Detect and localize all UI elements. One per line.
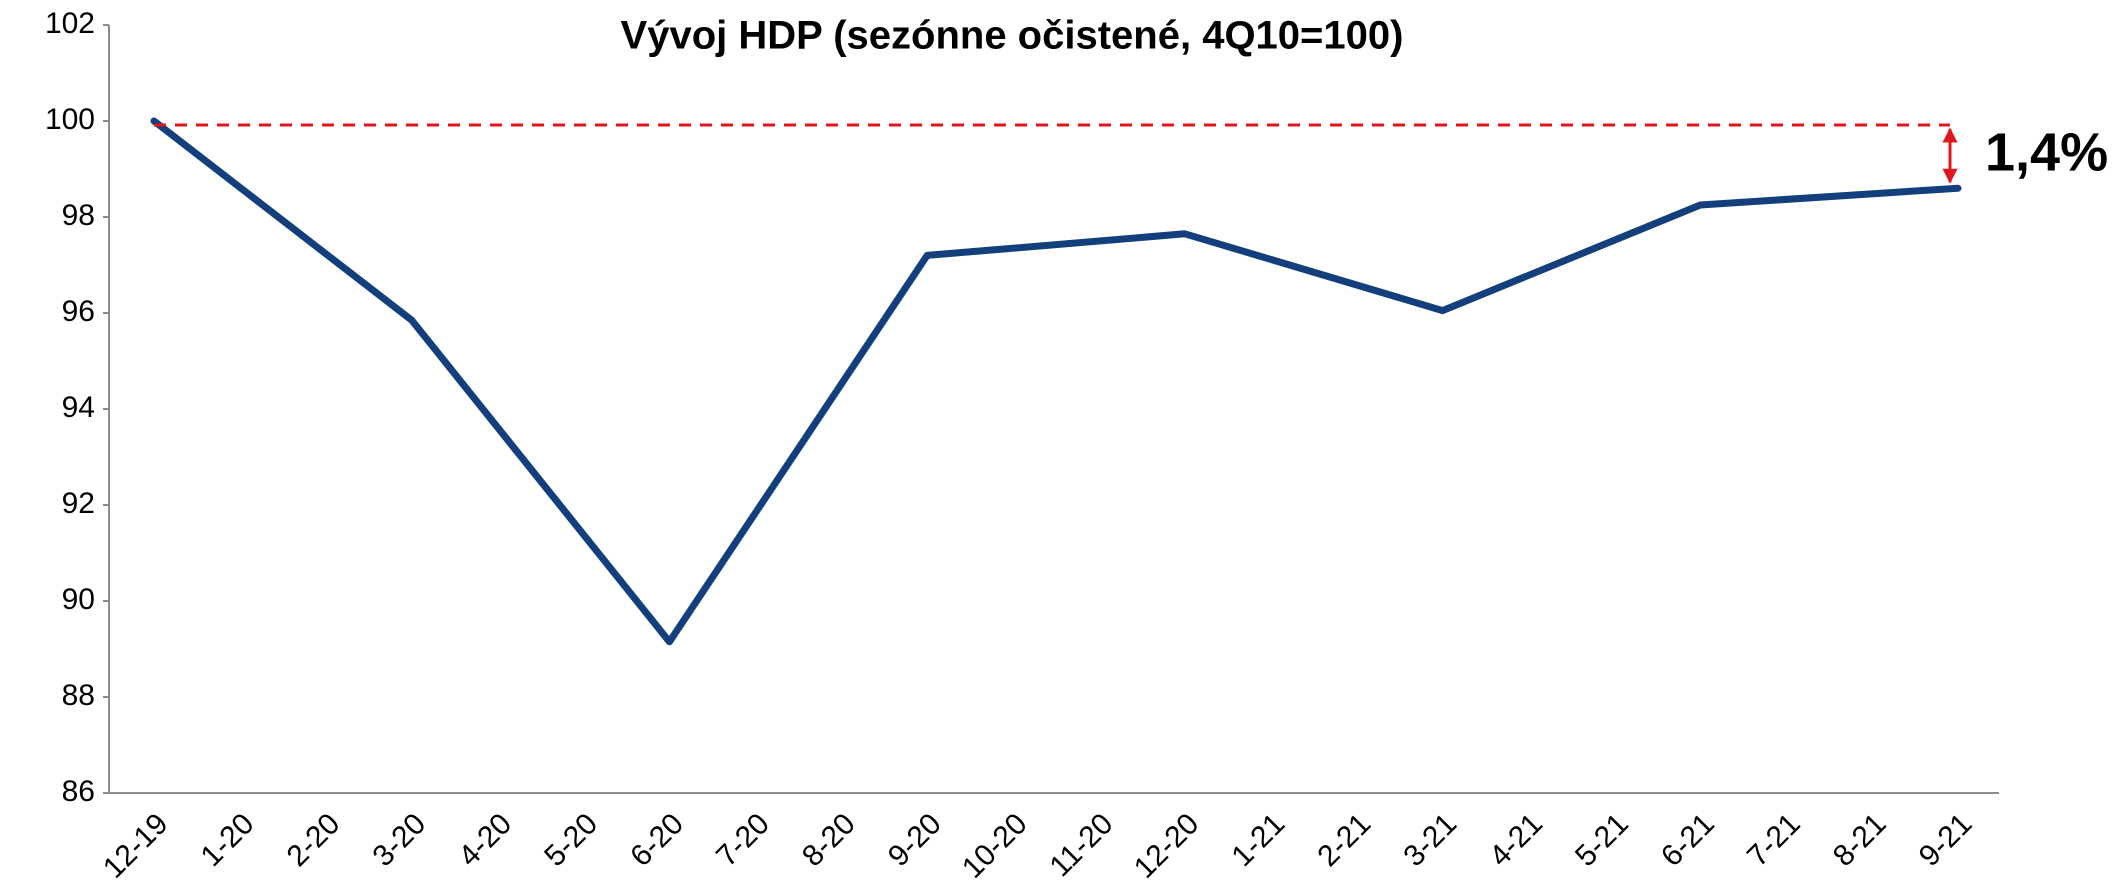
y-tick-label: 90 <box>62 583 95 616</box>
x-tick-label: 4-20 <box>452 807 518 873</box>
x-tick-label: 4-21 <box>1483 807 1549 873</box>
x-tick-label: 8-21 <box>1827 807 1893 873</box>
x-tick-label: 9-20 <box>882 807 948 873</box>
x-tick-label: 3-21 <box>1397 807 1463 873</box>
x-tick-label: 6-20 <box>624 807 690 873</box>
x-tick-label: 12-20 <box>1128 807 1206 885</box>
x-tick-label: 7-21 <box>1741 807 1807 873</box>
y-tick-label: 86 <box>62 775 95 808</box>
x-tick-label: 12-19 <box>97 807 175 885</box>
annotation: 1,4% <box>1985 122 2108 182</box>
chart-title: Vývoj HDP (sezónne očistené, 4Q10=100) <box>621 14 1404 58</box>
y-tick-label: 92 <box>62 487 95 520</box>
x-tick-label: 5-21 <box>1569 807 1635 873</box>
x-tick-label: 2-20 <box>281 807 347 873</box>
x-tick-label: 11-20 <box>1043 807 1119 883</box>
x-tick-label: 8-20 <box>796 807 862 873</box>
y-tick-label: 102 <box>45 7 95 40</box>
x-tick-label: 1-21 <box>1226 807 1292 873</box>
x-tick-label: 1-20 <box>195 807 261 873</box>
y-tick-label: 100 <box>45 103 95 136</box>
y-tick-label: 98 <box>62 199 95 232</box>
data-line <box>150 117 1962 646</box>
x-tick-label: 3-20 <box>366 807 432 873</box>
x-tick-label: 5-20 <box>538 807 604 873</box>
y-tick-label: 88 <box>62 679 95 712</box>
x-tick-label: 6-21 <box>1655 807 1721 873</box>
x-tick-label: 2-21 <box>1311 807 1377 873</box>
x-tick-label: 9-21 <box>1913 807 1979 873</box>
y-tick-label: 94 <box>62 391 95 424</box>
x-tick-label: 7-20 <box>710 807 776 873</box>
x-tick-label: 10-20 <box>956 807 1034 885</box>
y-tick-label: 96 <box>62 295 95 328</box>
